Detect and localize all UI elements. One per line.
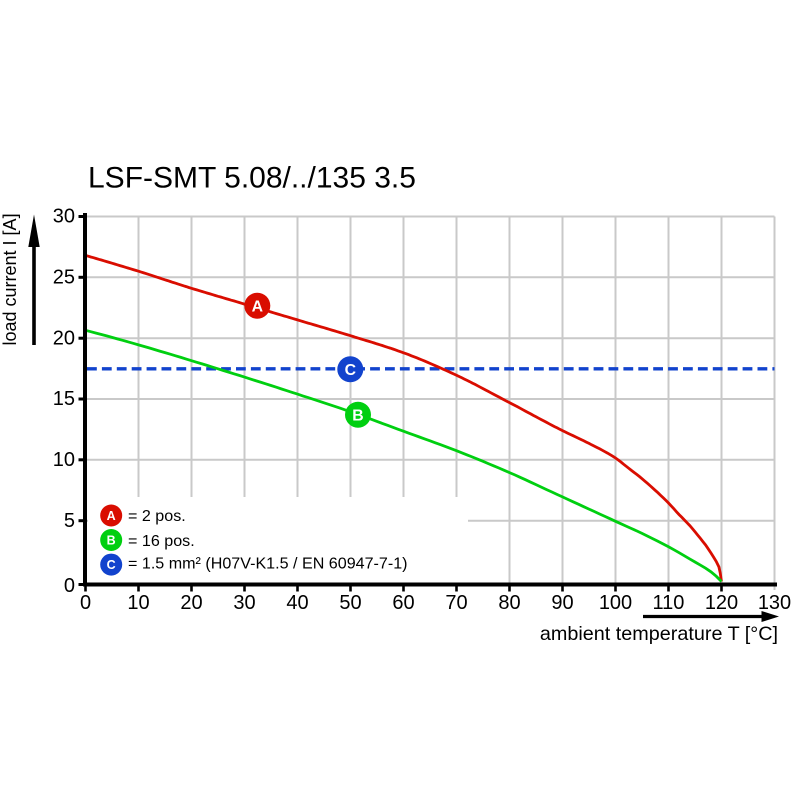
svg-text:10: 10 [127, 592, 149, 614]
svg-text:110: 110 [653, 592, 685, 614]
svg-text:25: 25 [53, 267, 75, 289]
svg-text:= 1.5 mm² (H07V-K1.5 / EN 6094: = 1.5 mm² (H07V-K1.5 / EN 60947-7-1) [128, 554, 408, 572]
svg-text:C: C [107, 558, 116, 572]
svg-text:C: C [345, 362, 356, 379]
svg-text:50: 50 [339, 592, 361, 614]
svg-text:B: B [107, 534, 116, 548]
svg-text:40: 40 [286, 592, 308, 614]
svg-text:= 2 pos.: = 2 pos. [128, 507, 186, 525]
svg-text:A: A [252, 298, 263, 315]
svg-text:15: 15 [53, 388, 75, 410]
svg-text:120: 120 [705, 592, 738, 614]
svg-text:A: A [107, 509, 116, 523]
svg-text:30: 30 [233, 592, 255, 614]
svg-text:load current I [A]: load current I [A] [0, 213, 20, 345]
svg-text:10: 10 [53, 449, 75, 471]
svg-text:60: 60 [392, 592, 414, 614]
svg-text:B: B [352, 407, 363, 424]
svg-text:0: 0 [64, 575, 75, 597]
svg-text:20: 20 [180, 592, 202, 614]
svg-text:0: 0 [80, 592, 91, 614]
svg-text:5: 5 [64, 510, 75, 532]
svg-text:80: 80 [498, 592, 520, 614]
svg-text:ambient temperature T [°C]: ambient temperature T [°C] [540, 623, 778, 645]
svg-text:70: 70 [445, 592, 467, 614]
svg-text:100: 100 [599, 592, 632, 614]
svg-text:LSF-SMT 5.08/../135 3.5: LSF-SMT 5.08/../135 3.5 [88, 162, 416, 195]
svg-text:130: 130 [758, 592, 791, 614]
svg-text:= 16 pos.: = 16 pos. [128, 532, 195, 550]
svg-text:30: 30 [53, 206, 75, 228]
svg-text:20: 20 [53, 327, 75, 349]
svg-text:90: 90 [551, 592, 573, 614]
